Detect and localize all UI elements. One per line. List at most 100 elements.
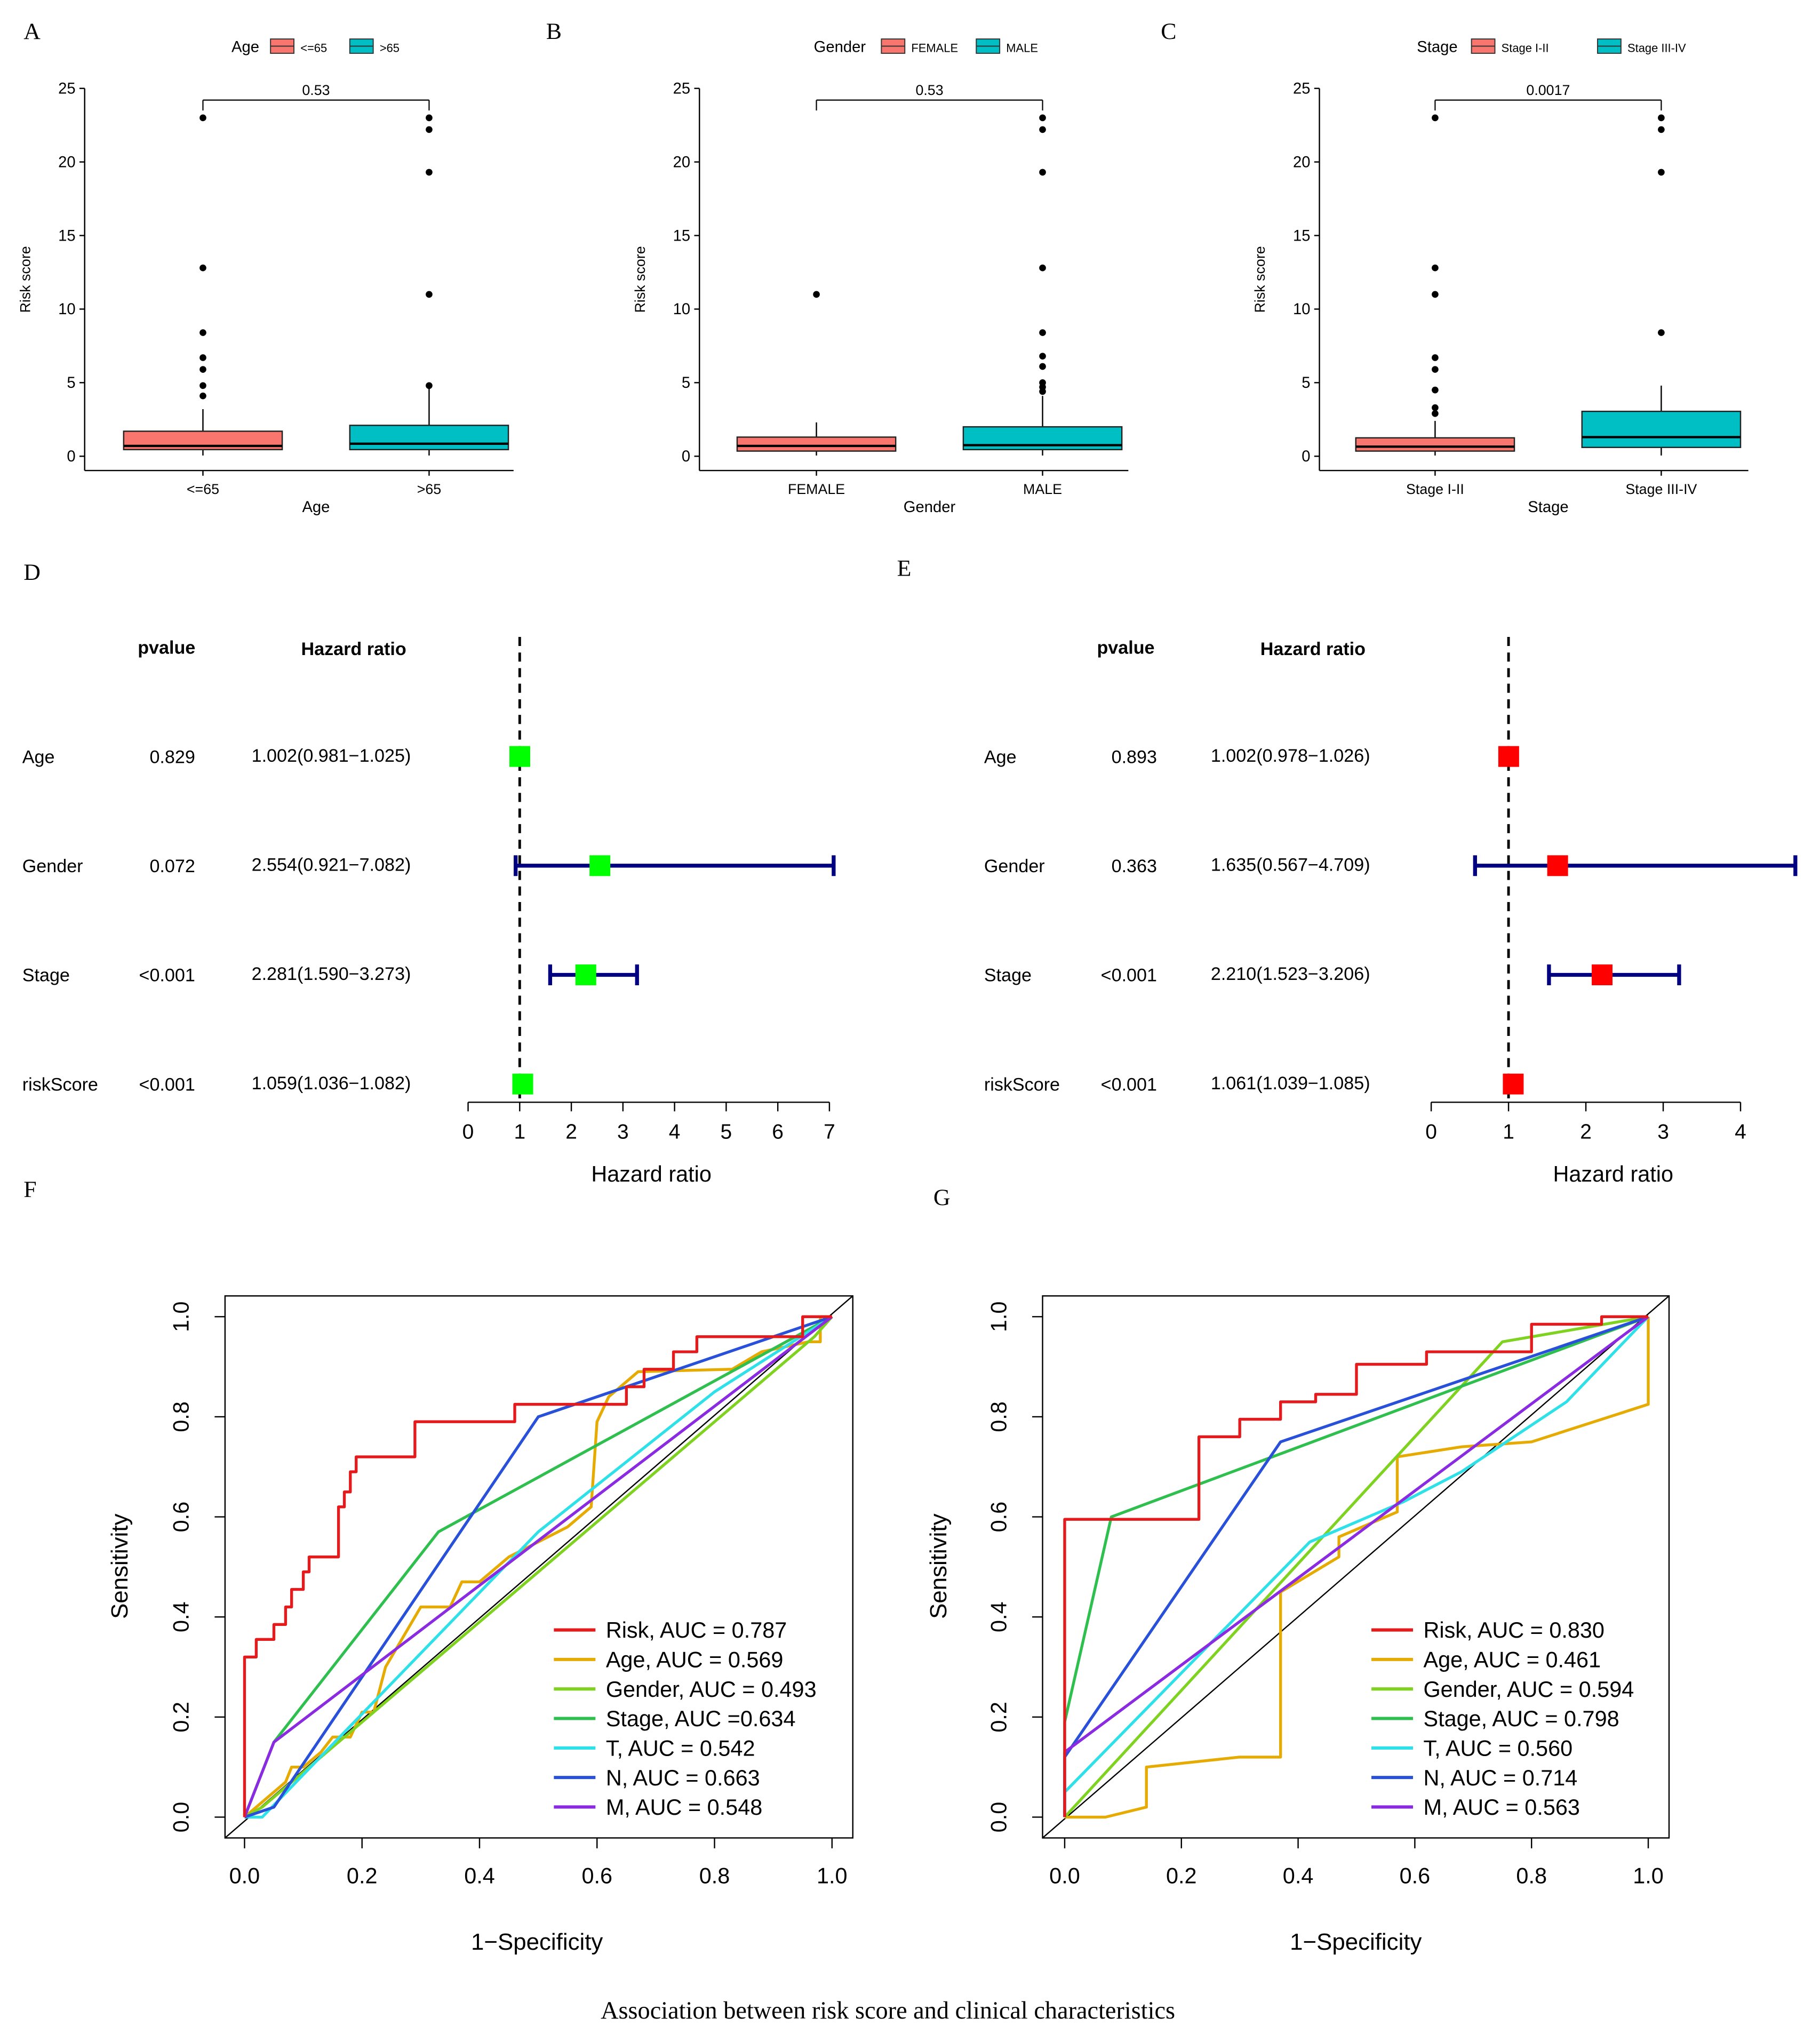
x-axis-title: Gender [904,499,956,516]
roc-curve-risk [243,1315,832,1817]
x-tick-label: 4 [1735,1121,1746,1144]
y-axis-title: Risk score [632,246,648,313]
x-tick-label: 6 [772,1121,784,1144]
panel-a-boxplot: A Age <=65 >65 0 5 10 15 20 25 Risk score Age <=65 >6… [17,19,514,516]
legend-label: N, AUC = 0.714 [1423,1766,1577,1790]
row-pvalue: 0.893 [1112,747,1157,767]
box-iqr [1581,410,1742,448]
x-tick-label: 0.2 [1166,1864,1197,1888]
legend-title: Gender [814,38,866,55]
column-header-pvalue: pvalue [1097,638,1154,658]
x-tick-label: 0.4 [1283,1864,1314,1888]
y-tick-label: 0.4 [986,1601,1011,1632]
box-outlier [426,382,433,389]
pvalue-label: 0.53 [915,82,943,98]
y-tick-label: 10 [1293,301,1311,318]
legend-label: M, AUC = 0.563 [1423,1795,1579,1820]
roc-curve-t [1064,1315,1649,1793]
column-header-hazard-ratio: Hazard ratio [301,639,406,659]
row-pvalue: <0.001 [139,1074,195,1095]
y-tick-label: 5 [682,374,690,392]
legend-label: N, AUC = 0.663 [606,1766,760,1790]
box-outlier [1432,386,1439,394]
panel-letter: A [23,19,41,44]
legend-label: Risk, AUC = 0.830 [1423,1618,1604,1642]
row-pvalue: <0.001 [139,966,195,986]
x-tick-label: Stage III-IV [1625,481,1697,497]
y-tick-label: 0.2 [986,1702,1011,1733]
figure-caption: Association between risk score and clini… [601,1997,1175,2024]
box-outlier [426,126,433,133]
box-outlier [1039,114,1046,122]
y-tick-label: 15 [58,227,76,244]
box-outlier [199,382,206,389]
row-hazard-ratio: 2.210(1.523−3.206) [1211,964,1370,984]
column-header-hazard-ratio: Hazard ratio [1260,639,1366,659]
y-tick-label: 1.0 [986,1302,1011,1333]
x-tick-label: MALE [1023,481,1062,497]
y-tick-label: 0.6 [986,1502,1011,1533]
box-outlier [426,114,433,122]
roc-curve-t [244,1315,833,1819]
legend-label: Age, AUC = 0.461 [1423,1648,1601,1672]
roc-curve-age [243,1315,832,1818]
hazard-ratio-marker [589,855,611,876]
box-outlier [1432,291,1439,298]
legend-label: <=65 [300,41,327,54]
x-axis-title: Stage [1528,499,1568,516]
panel-letter: E [897,555,912,581]
row-pvalue: <0.001 [1101,966,1157,986]
x-axis-title: Age [302,499,330,516]
x-tick-label: 3 [617,1121,629,1144]
box-outlier [426,169,433,176]
hazard-ratio-marker [509,746,530,767]
box-outlier [1432,114,1439,122]
panel-b-boxplot: B Gender FEMALE MALE 0 5 10 15 20 25 Risk score Gen… [546,19,1129,516]
y-tick-label: 5 [1302,374,1310,392]
row-hazard-ratio: 2.554(0.921−7.082) [252,855,411,875]
row-label: Stage [22,966,70,986]
row-pvalue: 0.072 [149,856,195,876]
box-outlier [199,329,206,336]
x-tick-label: <=65 [187,481,219,497]
box-outlier [1432,354,1439,361]
x-tick-label: 5 [721,1121,732,1144]
y-tick-label: 0.4 [169,1601,194,1632]
row-hazard-ratio: 1.059(1.036−1.082) [252,1073,411,1094]
x-tick-label: 0.2 [347,1864,378,1888]
box-outlier [1039,363,1046,370]
box-outlier [199,264,206,272]
y-tick-label: 0.0 [169,1802,194,1833]
panel-f-roc: F 0.0 0.2 0.4 0.6 0.8 1.0 0.0 0.2 0.4 0.6 0.8 1.0 1−S… [23,1177,854,1955]
x-axis-title: Hazard ratio [591,1162,712,1186]
x-axis-title: Hazard ratio [1553,1162,1673,1186]
legend-label: Stage, AUC =0.634 [606,1706,796,1731]
roc-curve-gender [244,1315,833,1818]
panel-letter: D [23,560,41,585]
box-outlier [1432,404,1439,411]
y-tick-label: 20 [1293,154,1311,171]
box-iqr [349,425,509,451]
y-tick-label: 0.2 [169,1702,194,1733]
legend-label: Gender, AUC = 0.493 [606,1677,817,1702]
row-pvalue: 0.829 [149,747,195,767]
row-hazard-ratio: 1.002(0.981−1.025) [252,746,411,766]
hazard-ratio-marker [512,1073,533,1095]
hazard-ratio-marker [1503,1073,1524,1095]
row-label: Age [22,747,55,767]
panel-g-roc: G 0.0 0.2 0.4 0.6 0.8 1.0 0.0 0.2 0.4 0.6 0.8 1.0 1−S… [925,1185,1670,1955]
y-tick-label: 20 [673,154,691,171]
x-tick-label: 0 [1425,1121,1437,1144]
box-outlier [1658,114,1665,122]
row-pvalue: 0.363 [1112,856,1157,876]
legend-label: T, AUC = 0.542 [606,1736,755,1760]
legend-title: Stage [1417,38,1457,55]
y-axis-title: Sensitivity [925,1513,952,1618]
box-outlier [1658,329,1665,336]
box-outlier [813,291,820,298]
roc-curve-risk [1063,1315,1649,1817]
y-axis-title: Risk score [17,246,33,313]
box-iqr [736,436,897,452]
